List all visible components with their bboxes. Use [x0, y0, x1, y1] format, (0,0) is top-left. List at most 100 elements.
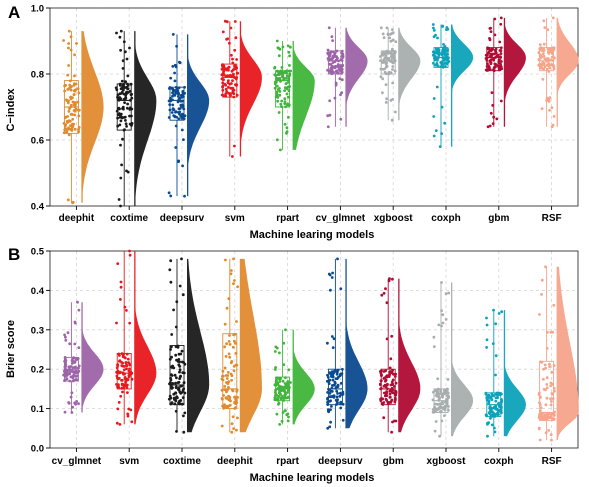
data-point [549, 384, 552, 388]
data-point [545, 386, 549, 390]
data-point [438, 434, 441, 438]
data-point [171, 382, 175, 385]
data-point [229, 399, 232, 403]
data-point [280, 385, 283, 389]
data-point [435, 63, 439, 67]
points-rpart [273, 328, 292, 426]
data-point [331, 271, 334, 275]
data-point [390, 118, 394, 122]
data-point [171, 103, 175, 107]
data-point [548, 362, 551, 366]
data-point [178, 61, 182, 65]
data-point [281, 379, 285, 383]
data-point [493, 426, 496, 430]
data-point [221, 72, 225, 76]
data-point [67, 365, 71, 369]
points-xgboost [379, 26, 398, 122]
data-point [439, 402, 442, 405]
data-point [115, 366, 119, 370]
data-point [340, 69, 344, 73]
data-point [127, 407, 131, 411]
data-point [546, 57, 550, 61]
data-point [496, 393, 499, 397]
data-point [124, 80, 127, 84]
data-point [233, 144, 236, 148]
data-point [389, 357, 393, 361]
data-point [230, 430, 234, 434]
data-point [63, 84, 66, 88]
data-point [385, 56, 389, 60]
data-point [493, 33, 497, 37]
data-point [73, 401, 77, 405]
data-point [486, 125, 490, 129]
data-point [337, 375, 340, 379]
data-point [286, 388, 290, 392]
data-point [63, 365, 67, 369]
data-point [545, 396, 549, 400]
data-point [175, 430, 178, 433]
data-point [73, 127, 77, 131]
data-point [182, 381, 186, 385]
data-point [500, 67, 504, 71]
data-point [552, 364, 556, 367]
data-point [545, 376, 549, 380]
data-point [540, 278, 544, 282]
data-point [276, 397, 280, 400]
data-point [179, 399, 183, 402]
data-point [125, 383, 129, 387]
data-point [177, 86, 181, 90]
violin-deepsurv [345, 258, 368, 429]
data-point [543, 363, 547, 367]
data-point [394, 419, 398, 423]
data-point [340, 49, 344, 53]
data-point [181, 164, 185, 168]
data-point [173, 89, 176, 93]
data-point [223, 82, 227, 86]
data-point [234, 36, 238, 40]
points-rsf [537, 16, 556, 129]
data-point [227, 380, 231, 383]
data-point [326, 373, 329, 377]
data-point [275, 84, 279, 88]
data-point [497, 58, 501, 62]
data-point [178, 402, 182, 406]
data-point [230, 360, 234, 363]
data-point [379, 55, 382, 58]
data-point [394, 381, 398, 385]
data-point [278, 351, 281, 355]
data-point [167, 397, 171, 401]
panel-a-grid [50, 7, 578, 207]
data-point [181, 99, 185, 103]
data-point [120, 382, 124, 386]
data-point [115, 421, 119, 425]
data-point [77, 114, 81, 118]
data-point [178, 107, 182, 110]
data-point [339, 406, 343, 410]
data-point [487, 402, 491, 405]
data-point [538, 54, 542, 58]
data-point [181, 91, 185, 95]
data-point [63, 356, 67, 359]
data-point [234, 351, 238, 355]
data-point [63, 379, 66, 383]
data-point [341, 402, 345, 406]
data-point [549, 58, 553, 62]
data-point [435, 56, 439, 59]
data-point [69, 395, 73, 399]
data-point [278, 376, 282, 380]
data-point [282, 399, 285, 402]
data-point [66, 127, 70, 131]
data-point [121, 371, 125, 375]
data-point [327, 382, 331, 385]
data-point [542, 19, 546, 23]
data-point [232, 95, 236, 99]
data-point [183, 194, 186, 198]
data-point [70, 127, 74, 131]
data-point [484, 392, 488, 396]
data-point [389, 59, 393, 62]
data-point [440, 105, 444, 109]
data-point [490, 423, 494, 427]
points-deephit [220, 257, 240, 434]
data-point [230, 378, 234, 382]
data-point [445, 48, 449, 51]
